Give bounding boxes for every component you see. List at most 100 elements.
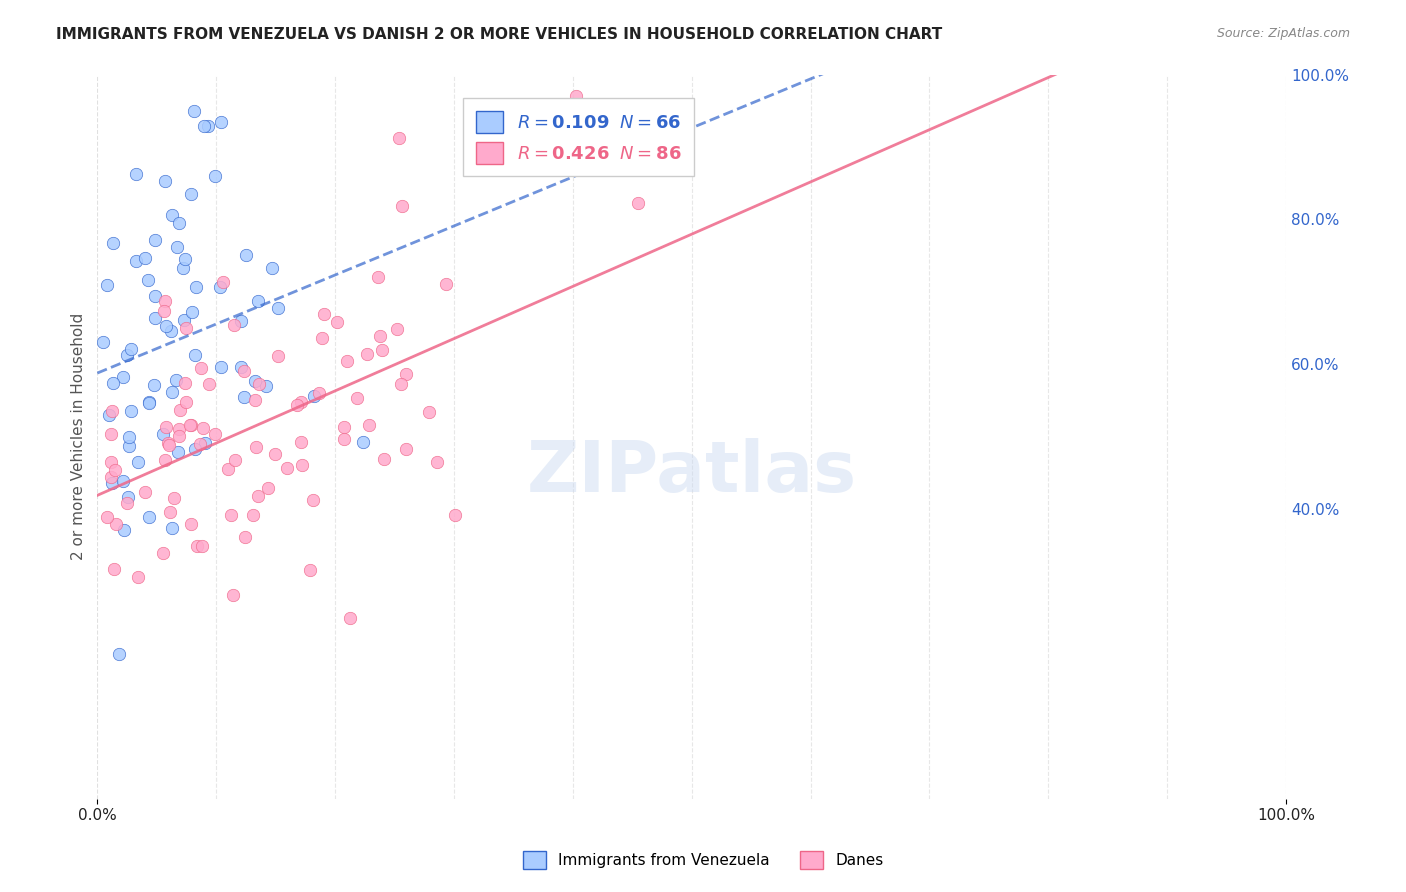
- Point: [183, 103, 205, 118]
- Point: [389, 377, 412, 392]
- Point: [222, 589, 245, 603]
- Point: [336, 353, 359, 368]
- Point: [180, 517, 202, 532]
- Point: [101, 236, 124, 251]
- Point: [232, 390, 254, 404]
- Point: [212, 275, 235, 289]
- Point: [138, 510, 160, 524]
- Point: [198, 377, 221, 392]
- Point: [105, 516, 128, 531]
- Point: [127, 455, 149, 469]
- Point: [174, 395, 197, 409]
- Point: [231, 313, 253, 327]
- Point: [174, 376, 197, 391]
- Point: [311, 331, 333, 345]
- Point: [368, 329, 391, 343]
- Point: [100, 427, 122, 442]
- Point: [127, 569, 149, 583]
- Point: [204, 426, 226, 441]
- Point: [356, 347, 378, 361]
- Point: [159, 505, 181, 519]
- Point: [267, 349, 290, 363]
- Point: [290, 394, 312, 409]
- Point: [112, 369, 135, 384]
- Point: [208, 280, 231, 294]
- Point: [98, 408, 121, 422]
- Point: [290, 434, 312, 449]
- Point: [163, 491, 186, 505]
- Point: [117, 491, 139, 505]
- Text: IMMIGRANTS FROM VENEZUELA VS DANISH 2 OR MORE VEHICLES IN HOUSEHOLD CORRELATION : IMMIGRANTS FROM VENEZUELA VS DANISH 2 OR…: [56, 27, 942, 42]
- Point: [184, 279, 207, 293]
- Point: [276, 460, 298, 475]
- Point: [221, 508, 243, 522]
- Point: [291, 458, 314, 472]
- Point: [339, 610, 361, 624]
- Point: [101, 475, 124, 490]
- Point: [367, 270, 389, 285]
- Point: [371, 343, 394, 357]
- Point: [112, 524, 135, 538]
- Point: [181, 305, 204, 319]
- Point: [172, 261, 194, 276]
- Point: [155, 318, 177, 333]
- Point: [180, 187, 202, 202]
- Point: [112, 475, 135, 489]
- Point: [186, 539, 208, 553]
- Point: [254, 379, 277, 393]
- Point: [166, 240, 188, 254]
- Point: [391, 199, 413, 213]
- Point: [153, 304, 176, 318]
- Point: [387, 322, 409, 336]
- Point: [91, 334, 114, 349]
- Point: [103, 562, 125, 576]
- Point: [179, 418, 201, 433]
- Point: [157, 438, 180, 452]
- Point: [165, 373, 187, 387]
- Point: [134, 485, 156, 500]
- Point: [169, 422, 191, 436]
- Point: [245, 392, 267, 407]
- Point: [232, 364, 254, 378]
- Point: [169, 402, 191, 417]
- Point: [247, 377, 270, 392]
- Point: [266, 301, 288, 316]
- Point: [243, 374, 266, 388]
- Point: [188, 437, 211, 451]
- Point: [125, 254, 148, 268]
- Point: [332, 432, 354, 446]
- Point: [246, 293, 269, 308]
- Point: [242, 508, 264, 523]
- Point: [143, 310, 166, 325]
- Point: [326, 315, 349, 329]
- Point: [627, 195, 650, 210]
- Point: [333, 420, 356, 434]
- Point: [117, 496, 139, 510]
- Point: [298, 563, 321, 577]
- Point: [302, 388, 325, 402]
- Point: [100, 455, 122, 469]
- Point: [224, 318, 246, 333]
- Point: [104, 463, 127, 477]
- Point: [153, 293, 176, 308]
- Point: [395, 368, 418, 382]
- Point: [155, 453, 177, 467]
- Point: [373, 452, 395, 467]
- Point: [96, 509, 118, 524]
- Point: [166, 444, 188, 458]
- Point: [167, 429, 190, 443]
- Point: [191, 539, 214, 553]
- Y-axis label: 2 or more Vehicles in Household: 2 or more Vehicles in Household: [72, 313, 86, 560]
- Point: [388, 131, 411, 145]
- Point: [357, 417, 380, 432]
- Point: [142, 377, 165, 392]
- Point: [152, 546, 174, 560]
- Point: [143, 289, 166, 303]
- Point: [159, 324, 181, 338]
- Point: [120, 342, 142, 356]
- Point: [184, 348, 207, 362]
- Point: [245, 440, 267, 454]
- Point: [312, 307, 335, 321]
- Point: [155, 174, 177, 188]
- Point: [235, 248, 257, 262]
